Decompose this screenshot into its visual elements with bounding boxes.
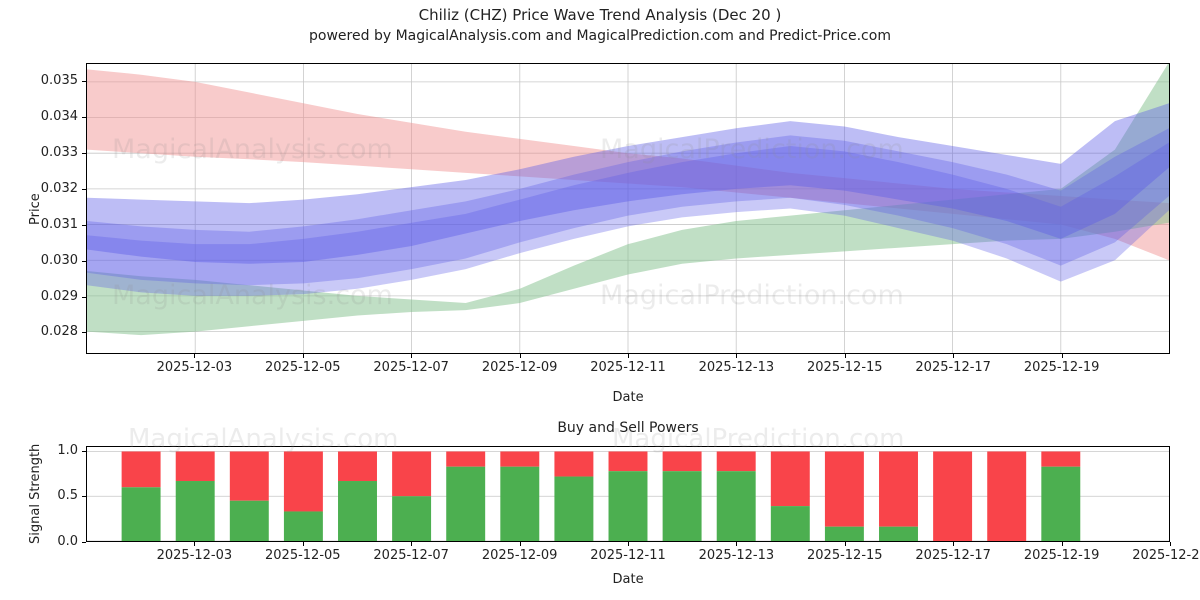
price-x-tick-label: 2025-12-15 xyxy=(807,360,883,375)
watermark-analysis-3: MagicalAnalysis.com xyxy=(128,424,399,454)
price-x-tick-label: 2025-12-03 xyxy=(156,360,233,375)
price-y-tick-label: 0.033 xyxy=(40,144,78,160)
signal-x-tick-label: 2025-12-05 xyxy=(265,548,341,563)
signal-x-tick-label: 2025-12-21 xyxy=(1132,548,1200,563)
buy-sell-title: Buy and Sell Powers xyxy=(557,420,699,436)
price-x-axis-label: Date xyxy=(612,390,644,405)
watermark-analysis-1: MagicalAnalysis.com xyxy=(112,134,393,165)
signal-x-tick-mark xyxy=(953,542,955,546)
signal-x-tick-mark xyxy=(194,542,196,546)
watermark-prediction-1: MagicalPrediction.com xyxy=(600,134,904,165)
price-x-tick-mark xyxy=(411,354,413,358)
signal-y-tick-mark xyxy=(82,496,86,498)
price-y-tick-label: 0.032 xyxy=(40,180,78,196)
price-y-tick-label: 0.031 xyxy=(40,216,78,232)
signal-x-tick-mark xyxy=(302,542,304,546)
price-y-tick-mark xyxy=(82,296,86,298)
signal-y-tick-label: 0.0 xyxy=(57,534,78,549)
price-y-tick-label: 0.035 xyxy=(40,72,78,88)
price-x-tick-label: 2025-12-13 xyxy=(698,360,775,375)
signal-x-tick-mark xyxy=(844,542,846,546)
price-y-tick-label: 0.028 xyxy=(40,324,78,340)
signal-x-tick-label: 2025-12-09 xyxy=(481,548,558,563)
signal-x-tick-mark xyxy=(519,542,521,546)
price-y-tick-mark xyxy=(82,260,86,262)
title-block: Chiliz (CHZ) Price Wave Trend Analysis (… xyxy=(0,4,1200,46)
price-x-tick-mark xyxy=(519,354,521,358)
page-title: Chiliz (CHZ) Price Wave Trend Analysis (… xyxy=(418,6,782,24)
price-y-tick-mark xyxy=(82,332,86,334)
price-x-tick-label: 2025-12-07 xyxy=(373,360,449,375)
buy-sell-svg xyxy=(87,451,1169,541)
buy-sell-plot xyxy=(86,446,1170,542)
price-x-tick-label: 2025-12-19 xyxy=(1023,360,1100,375)
signal-x-tick-mark xyxy=(1061,542,1063,546)
watermark-prediction-3: MagicalPrediction.com xyxy=(612,424,905,454)
signal-x-axis-label: Date xyxy=(612,572,644,587)
watermark-analysis-2: MagicalAnalysis.com xyxy=(112,280,393,311)
price-y-tick-label: 0.029 xyxy=(40,288,78,304)
price-y-tick-mark xyxy=(82,152,86,154)
price-x-tick-label: 2025-12-17 xyxy=(915,360,991,375)
price-x-tick-label: 2025-12-11 xyxy=(590,360,666,375)
signal-y-tick-mark xyxy=(82,450,86,452)
price-y-tick-label: 0.030 xyxy=(40,252,78,268)
price-wave-svg xyxy=(87,64,1169,353)
price-y-tick-label: 0.034 xyxy=(40,108,78,124)
price-x-tick-mark xyxy=(844,354,846,358)
signal-y-tick-mark xyxy=(82,542,86,543)
price-y-tick-mark xyxy=(82,116,86,118)
price-y-tick-mark xyxy=(82,224,86,226)
signal-x-tick-label: 2025-12-15 xyxy=(807,548,883,563)
signal-x-tick-label: 2025-12-13 xyxy=(698,548,775,563)
signal-x-tick-label: 2025-12-19 xyxy=(1023,548,1100,563)
price-y-axis-label: Price xyxy=(28,192,43,225)
price-x-tick-mark xyxy=(302,354,304,358)
price-x-tick-mark xyxy=(1061,354,1063,358)
signal-y-axis-label: Signal Strength xyxy=(28,443,43,544)
signal-y-tick-label: 0.5 xyxy=(57,488,78,504)
signal-x-tick-mark xyxy=(411,542,413,546)
price-x-tick-mark xyxy=(736,354,738,358)
price-y-tick-mark xyxy=(82,80,86,82)
signal-x-tick-label: 2025-12-03 xyxy=(156,548,233,563)
signal-x-tick-label: 2025-12-17 xyxy=(915,548,991,563)
signal-x-tick-label: 2025-12-07 xyxy=(373,548,449,563)
signal-x-tick-mark xyxy=(628,542,629,546)
watermark-prediction-2: MagicalPrediction.com xyxy=(600,280,904,311)
signal-x-tick-mark xyxy=(736,542,738,546)
price-x-tick-mark xyxy=(628,354,629,358)
page-subtitle: powered by MagicalAnalysis.com and Magic… xyxy=(309,28,891,44)
price-y-tick-mark xyxy=(82,188,86,190)
price-x-tick-label: 2025-12-09 xyxy=(481,360,558,375)
price-wave-plot xyxy=(86,63,1170,354)
price-x-tick-mark xyxy=(194,354,196,358)
signal-x-tick-mark xyxy=(1170,542,1171,546)
price-x-tick-mark xyxy=(953,354,955,358)
signal-y-tick-label: 1.0 xyxy=(57,442,78,458)
signal-x-tick-label: 2025-12-11 xyxy=(590,548,666,563)
price-x-tick-label: 2025-12-05 xyxy=(265,360,341,375)
